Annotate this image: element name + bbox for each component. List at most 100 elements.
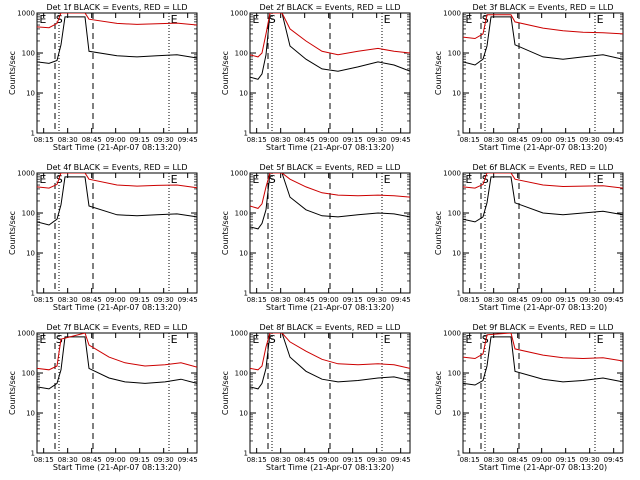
y-tick-label: 10 — [239, 250, 248, 258]
x-tick-label: 09:30 — [154, 136, 174, 144]
event-marker-s: S — [482, 333, 489, 346]
panel-det-1f: Det 1f BLACK = Events, RED = LLD 1 10 100 10… — [8, 3, 198, 152]
series-events-line — [37, 336, 197, 390]
x-tick-label: 09:15 — [556, 296, 576, 304]
panel-det-2f: Det 2f BLACK = Events, RED = LLD 1 10 100 10… — [221, 3, 411, 152]
y-tick-label: 100 — [448, 370, 461, 378]
x-tick-label: 08:15 — [34, 456, 54, 464]
plot-frame — [462, 332, 624, 454]
event-marker-e: E — [171, 173, 178, 186]
x-tick-label: 08:15 — [34, 296, 54, 304]
y-axis-label: Counts/sec — [221, 51, 230, 95]
series-lld-line — [463, 333, 623, 362]
y-tick-label: 10 — [26, 90, 35, 98]
event-marker-e: E — [384, 13, 391, 26]
x-tick-label: 08:30 — [58, 296, 78, 304]
series-lld-line — [463, 173, 623, 189]
x-tick-label: 08:45 — [82, 136, 102, 144]
x-tick-label: 09:15 — [343, 296, 363, 304]
x-tick-label: 08:15 — [247, 136, 267, 144]
event-marker-e: E — [465, 333, 472, 346]
event-marker-e: E — [465, 13, 472, 26]
x-tick-label: 09:15 — [556, 136, 576, 144]
y-tick-label: 1000 — [443, 170, 461, 178]
y-tick-label: 1000 — [230, 170, 248, 178]
x-tick-label: 08:15 — [460, 296, 480, 304]
series-lld-line — [250, 333, 410, 371]
panel-det-3f: Det 3f BLACK = Events, RED = LLD 1 10 100 10… — [434, 3, 624, 152]
x-tick-label: 09:00 — [532, 296, 552, 304]
event-marker-e: E — [384, 173, 391, 186]
y-axis-label: Counts/sec — [221, 371, 230, 415]
event-marker-e: E — [39, 173, 46, 186]
event-marker-s: S — [482, 173, 489, 186]
event-marker-e: E — [252, 13, 259, 26]
event-marker-e: E — [597, 173, 604, 186]
plot-frame — [462, 172, 624, 294]
plot-frame — [462, 12, 624, 134]
series-lld-line — [250, 173, 410, 209]
x-tick-label: 08:45 — [508, 136, 528, 144]
event-marker-e: E — [597, 13, 604, 26]
x-tick-label: 09:45 — [604, 136, 624, 144]
event-marker-s: S — [56, 173, 63, 186]
x-tick-label: 09:15 — [130, 456, 150, 464]
x-tick-label: 08:30 — [484, 136, 504, 144]
event-marker-s: S — [56, 13, 63, 26]
x-tick-label: 08:15 — [460, 136, 480, 144]
y-tick-label: 100 — [22, 370, 35, 378]
y-tick-label: 100 — [448, 50, 461, 58]
y-tick-label: 100 — [235, 370, 248, 378]
y-tick-label: 100 — [448, 210, 461, 218]
x-tick-label: 09:00 — [319, 296, 339, 304]
x-tick-label: 08:45 — [82, 296, 102, 304]
y-axis-label: Counts/sec — [8, 51, 17, 95]
x-axis-label: Start Time (21-Apr-07 08:13:20) — [53, 463, 181, 472]
x-tick-label: 09:30 — [154, 296, 174, 304]
y-tick-label: 10 — [239, 410, 248, 418]
plot-frame — [36, 12, 198, 134]
y-tick-label: 1 — [244, 130, 248, 138]
x-tick-label: 08:15 — [460, 456, 480, 464]
x-axis-label: Start Time (21-Apr-07 08:13:20) — [479, 303, 607, 312]
y-tick-label: 1 — [31, 290, 35, 298]
y-axis-label: Counts/sec — [8, 211, 17, 255]
y-tick-label: 10 — [26, 250, 35, 258]
y-axis-label: Counts/sec — [8, 371, 17, 415]
series-events-line — [250, 173, 410, 230]
y-tick-label: 10 — [452, 410, 461, 418]
y-tick-label: 1000 — [443, 10, 461, 18]
event-marker-e: E — [465, 173, 472, 186]
x-tick-label: 09:00 — [532, 136, 552, 144]
y-tick-label: 10 — [452, 90, 461, 98]
x-tick-label: 09:00 — [532, 456, 552, 464]
x-axis-label: Start Time (21-Apr-07 08:13:20) — [479, 463, 607, 472]
x-tick-label: 09:15 — [130, 296, 150, 304]
x-axis-label: Start Time (21-Apr-07 08:13:20) — [53, 143, 181, 152]
x-tick-label: 08:30 — [58, 136, 78, 144]
series-events-line — [463, 16, 623, 66]
y-tick-label: 1 — [31, 450, 35, 458]
x-tick-label: 09:30 — [580, 136, 600, 144]
x-tick-label: 09:30 — [367, 136, 387, 144]
series-lld-line — [37, 173, 197, 189]
x-tick-label: 08:30 — [271, 296, 291, 304]
x-tick-label: 08:30 — [271, 456, 291, 464]
y-axis-label: Counts/sec — [434, 51, 443, 95]
x-tick-label: 09:45 — [604, 296, 624, 304]
series-events-line — [250, 13, 410, 80]
x-tick-label: 09:45 — [604, 456, 624, 464]
x-tick-label: 08:30 — [484, 296, 504, 304]
y-axis-label: Counts/sec — [434, 211, 443, 255]
x-tick-label: 09:30 — [367, 296, 387, 304]
x-tick-label: 08:45 — [82, 456, 102, 464]
x-tick-label: 09:45 — [391, 136, 411, 144]
x-tick-label: 09:15 — [343, 456, 363, 464]
y-tick-label: 1 — [244, 290, 248, 298]
panel-title: Det 1f BLACK = Events, RED = LLD — [46, 3, 187, 12]
y-axis-label: Counts/sec — [221, 211, 230, 255]
x-tick-label: 09:00 — [106, 456, 126, 464]
event-marker-e: E — [171, 333, 178, 346]
x-tick-label: 09:15 — [343, 136, 363, 144]
